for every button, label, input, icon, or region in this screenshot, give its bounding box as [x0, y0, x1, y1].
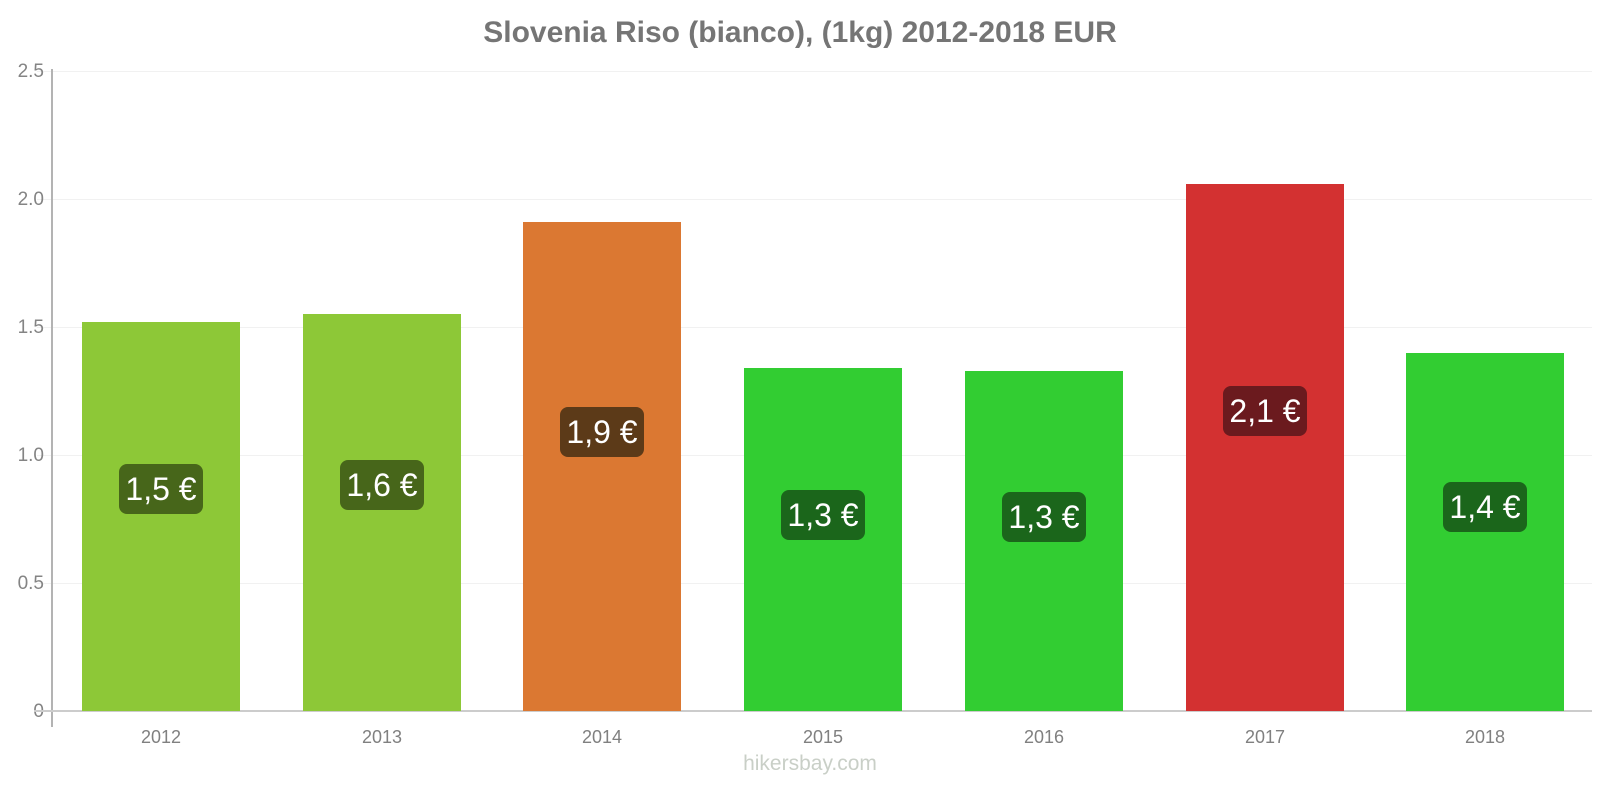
bar-2012: 1,5 €	[82, 322, 240, 711]
x-tick-label-2012: 2012	[140, 727, 182, 747]
y-axis-line	[51, 69, 53, 727]
bar-2017: 2,1 €	[1186, 184, 1344, 711]
gridline-2.0	[37, 199, 1592, 200]
y-tick-label: 2.5	[17, 61, 44, 82]
x-tick-label-2017: 2017	[1244, 727, 1286, 747]
bar-value-badge-2012: 1,5 €	[119, 464, 203, 514]
bar-2016: 1,3 €	[965, 371, 1123, 711]
bar-value-badge-2013: 1,6 €	[340, 460, 424, 510]
x-tick-label-2016: 2016	[1023, 727, 1065, 747]
watermark-link[interactable]: hikersbay.com	[743, 752, 877, 775]
bar-value-badge-2017: 2,1 €	[1223, 386, 1307, 436]
y-tick-label: 1.5	[17, 317, 44, 338]
x-axis-line	[34, 710, 1592, 712]
bar-2014: 1,9 €	[523, 222, 681, 711]
x-tick-label-2015: 2015	[802, 727, 844, 747]
x-tick-label-2018: 2018	[1464, 727, 1506, 747]
gridline-1.5	[37, 327, 1592, 328]
bar-value-badge-2014: 1,9 €	[560, 407, 644, 457]
bar-value-badge-2016: 1,3 €	[1002, 492, 1086, 542]
bar-value-badge-2018: 1,4 €	[1443, 482, 1527, 532]
gridline-2.5	[37, 71, 1592, 72]
chart-title: Slovenia Riso (bianco), (1kg) 2012-2018 …	[483, 16, 1117, 49]
x-tick-label-2014: 2014	[581, 727, 623, 747]
bar-2018: 1,4 €	[1406, 353, 1564, 711]
bar-value-badge-2015: 1,3 €	[781, 490, 865, 540]
bar-2015: 1,3 €	[744, 368, 902, 711]
y-tick-label: 0.5	[17, 573, 44, 594]
bar-2013: 1,6 €	[303, 314, 461, 711]
y-tick-label: 2.0	[17, 189, 44, 210]
y-tick-label: 1.0	[17, 445, 44, 466]
x-tick-label-2013: 2013	[361, 727, 403, 747]
